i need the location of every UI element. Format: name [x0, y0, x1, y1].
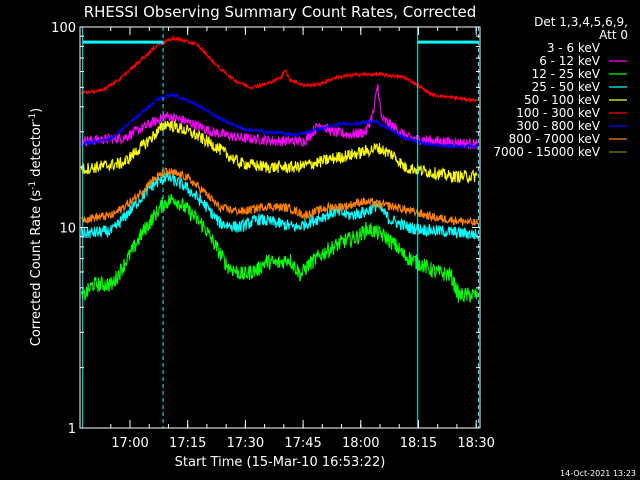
- x-tick-label-2: 17:15: [169, 436, 206, 451]
- y-tick-label-1: 1: [68, 422, 76, 437]
- y-tick-label-3: 100: [51, 21, 76, 36]
- legend-label-5: 50 - 100 keV: [524, 93, 601, 107]
- x-axis-label: Start Time (15-Mar-10 16:53:22): [175, 455, 386, 470]
- y-axis-label-main: Corrected Count Rate (s: [29, 190, 44, 347]
- x-tick-label-1: 17:00: [111, 436, 148, 451]
- chart-title: RHESSI Observing Summary Count Rates, Co…: [84, 3, 477, 21]
- legend-label-1: 3 - 6 keV: [547, 41, 601, 55]
- series-line-100-300-kev: [80, 35, 478, 103]
- legend-label-8: 800 - 7000 keV: [509, 132, 601, 146]
- y-tick-label-2: 10: [59, 222, 76, 237]
- x-tick-label-7: 18:30: [457, 436, 494, 451]
- plot-area: [80, 27, 479, 428]
- legend-label-2: 6 - 12 keV: [539, 54, 601, 68]
- x-tick-label-4: 17:45: [284, 436, 321, 451]
- legend-label-4: 25 - 50 keV: [532, 80, 601, 94]
- y-axis-label-end: ): [29, 108, 44, 113]
- x-tick-label-5: 18:00: [342, 436, 379, 451]
- series-line-300-800-kev: [80, 91, 479, 150]
- series-line-50-100-kev: [80, 119, 478, 185]
- legend-label-7: 300 - 800 keV: [516, 119, 600, 133]
- x-tick-label-3: 17:30: [227, 436, 264, 451]
- legend-header-line-2: Att 0: [599, 28, 628, 42]
- legend-label-3: 12 - 25 keV: [532, 67, 601, 81]
- y-axis-label-sup2: -1: [28, 113, 38, 122]
- legend-header-line-1: Det 1,3,4,5,6,9,: [534, 15, 628, 29]
- y-axis-label-sup1: -1: [28, 181, 38, 190]
- y-axis-label: Corrected Count Rate (s-1 detector-1): [28, 108, 44, 346]
- x-tick-label-6: 18:15: [400, 436, 437, 451]
- legend-label-9: 7000 - 15000 keV: [493, 145, 600, 159]
- y-axis-label-mid: detector: [29, 121, 44, 181]
- legend-label-6: 100 - 300 keV: [516, 106, 600, 120]
- timestamp: 14-Oct-2021 13:23: [560, 469, 636, 478]
- series-line-12-25-kev: [80, 193, 479, 303]
- series-line-800-7000-kev: [81, 167, 479, 227]
